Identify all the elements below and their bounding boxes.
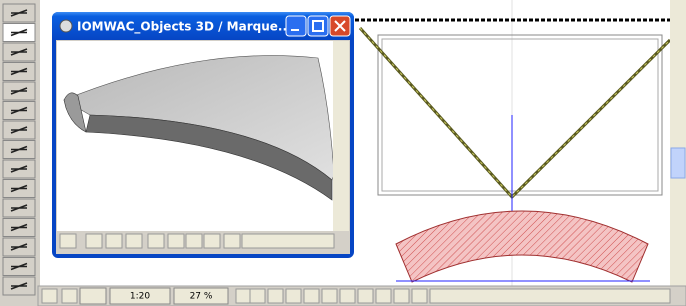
scrollbar-h[interactable] <box>430 289 670 303</box>
status-icon[interactable] <box>42 289 57 303</box>
page: body { margin: 0; width: 686px; height: … <box>0 0 686 306</box>
status-icon[interactable] <box>322 289 337 303</box>
status-icon[interactable] <box>412 289 427 303</box>
view-tool[interactable] <box>168 234 184 248</box>
window-title: IOMWAC_Objects 3D / Marque... <box>77 20 292 35</box>
status-icon[interactable] <box>358 289 373 303</box>
window-scrollbar-h[interactable] <box>242 234 334 248</box>
status-icon[interactable] <box>236 289 251 303</box>
scroll-thumb[interactable] <box>671 148 685 178</box>
status-icon[interactable] <box>286 289 301 303</box>
view-tool[interactable] <box>106 234 122 248</box>
status-icon[interactable] <box>304 289 319 303</box>
view-tool[interactable] <box>224 234 240 248</box>
maximize-button[interactable] <box>308 16 328 36</box>
status-icon[interactable] <box>250 289 265 303</box>
scale-label: 1:20 <box>130 292 150 302</box>
status-icon[interactable] <box>394 289 409 303</box>
view-tool[interactable] <box>126 234 142 248</box>
view-tool[interactable] <box>86 234 102 248</box>
scrollbar-v[interactable] <box>670 0 686 286</box>
zoom-label: 27 % <box>190 292 213 302</box>
minimize-button[interactable] <box>286 16 306 36</box>
view-tool[interactable] <box>204 234 220 248</box>
window-tools <box>60 234 334 248</box>
window-scrollbar-v[interactable] <box>333 41 349 231</box>
view-tool[interactable] <box>60 234 76 248</box>
status-button[interactable] <box>80 288 106 304</box>
view-tool[interactable] <box>148 234 164 248</box>
window-icon <box>60 20 72 32</box>
status-icon[interactable] <box>340 289 355 303</box>
view-tool[interactable] <box>186 234 202 248</box>
screen: 1:20 27 % IOMWAC_Objects 3D / Marque... <box>0 0 686 306</box>
status-icon[interactable] <box>268 289 283 303</box>
tool-group <box>3 4 35 295</box>
status-icon[interactable] <box>376 289 391 303</box>
status-icon[interactable] <box>62 289 77 303</box>
body: {"window": {"title": "IOMWAC_Objects 3D … <box>0 0 686 306</box>
